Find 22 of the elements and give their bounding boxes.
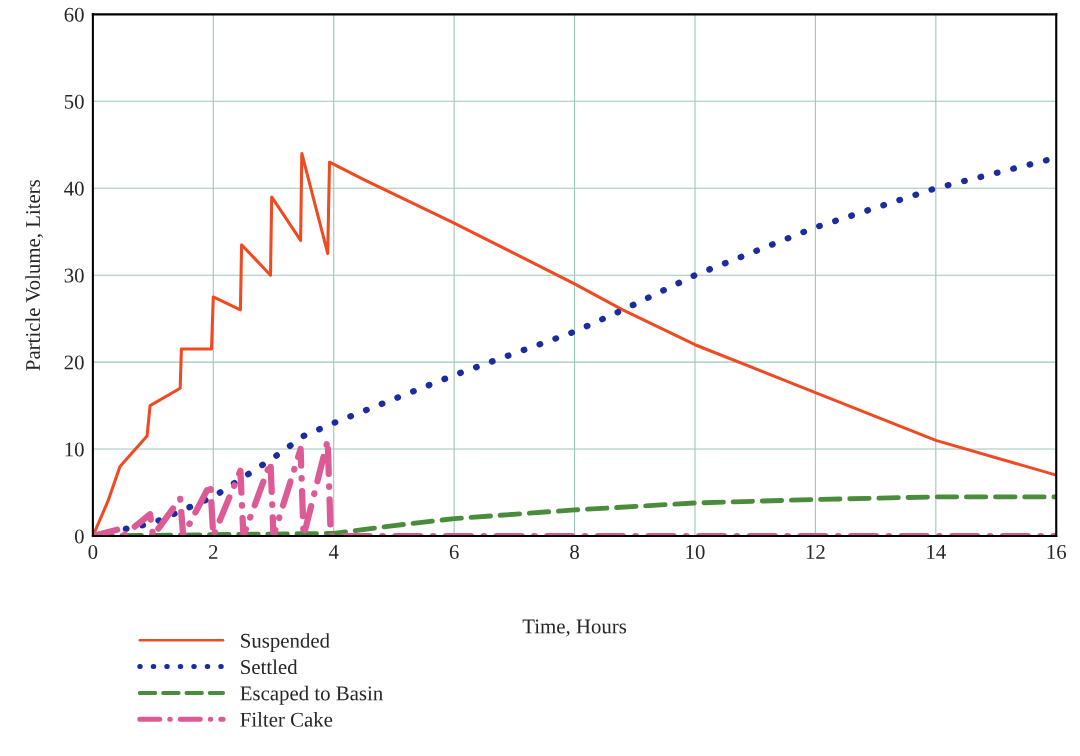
- y-tick-label: 40: [64, 181, 84, 196]
- x-tick-label: 6: [449, 545, 459, 559]
- y-tick-label: 60: [64, 7, 84, 22]
- y-tick-label: 50: [64, 94, 84, 109]
- x-tick-label: 14: [927, 545, 946, 559]
- x-tick-label: 16: [1047, 545, 1067, 559]
- legend-label: Suspended: [241, 633, 330, 653]
- legend-label: Settled: [241, 659, 298, 675]
- y-tick-label: 0: [74, 529, 84, 544]
- y-tick-label: 10: [65, 442, 84, 457]
- legend-label: Escaped to Basin: [240, 685, 383, 705]
- x-tick-label: 8: [570, 544, 579, 559]
- x-tick-label: 0: [88, 544, 98, 559]
- legend-label: Filter Cake: [240, 712, 333, 727]
- y-tick-label: 30: [64, 268, 84, 283]
- x-axis-title: Time, Hours: [522, 619, 627, 637]
- y-axis-title: Particle Volume, Liters: [25, 179, 44, 371]
- x-tick-label: 2: [209, 545, 218, 559]
- x-tick-label: 4: [328, 545, 339, 559]
- y-tick-label: 20: [64, 355, 84, 370]
- x-tick-label: 10: [686, 544, 705, 559]
- x-tick-label: 12: [806, 545, 825, 559]
